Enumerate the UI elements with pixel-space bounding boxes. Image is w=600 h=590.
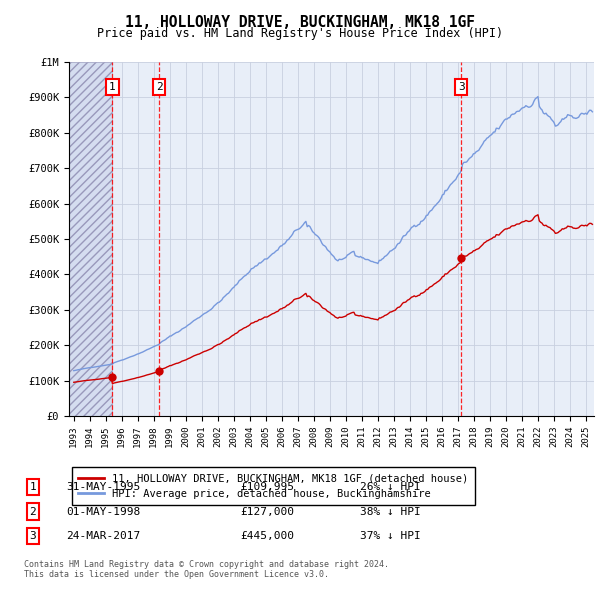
- Text: 3: 3: [458, 82, 464, 91]
- Text: 38% ↓ HPI: 38% ↓ HPI: [360, 507, 421, 516]
- Text: £445,000: £445,000: [240, 532, 294, 541]
- Text: £127,000: £127,000: [240, 507, 294, 516]
- Text: 24-MAR-2017: 24-MAR-2017: [66, 532, 140, 541]
- Text: 1: 1: [109, 82, 116, 91]
- Legend: 11, HOLLOWAY DRIVE, BUCKINGHAM, MK18 1GF (detached house), HPI: Average price, d: 11, HOLLOWAY DRIVE, BUCKINGHAM, MK18 1GF…: [71, 467, 475, 505]
- Text: 2: 2: [29, 507, 37, 516]
- Text: Contains HM Land Registry data © Crown copyright and database right 2024.
This d: Contains HM Land Registry data © Crown c…: [24, 560, 389, 579]
- Text: Price paid vs. HM Land Registry's House Price Index (HPI): Price paid vs. HM Land Registry's House …: [97, 27, 503, 40]
- Text: 1: 1: [29, 482, 37, 491]
- Text: 01-MAY-1998: 01-MAY-1998: [66, 507, 140, 516]
- Text: 3: 3: [29, 532, 37, 541]
- Text: 26% ↓ HPI: 26% ↓ HPI: [360, 482, 421, 491]
- Text: 37% ↓ HPI: 37% ↓ HPI: [360, 532, 421, 541]
- Text: 31-MAY-1995: 31-MAY-1995: [66, 482, 140, 491]
- Text: 2: 2: [156, 82, 163, 91]
- Text: 11, HOLLOWAY DRIVE, BUCKINGHAM, MK18 1GF: 11, HOLLOWAY DRIVE, BUCKINGHAM, MK18 1GF: [125, 15, 475, 30]
- Bar: [69, 62, 112, 416]
- Text: £109,995: £109,995: [240, 482, 294, 491]
